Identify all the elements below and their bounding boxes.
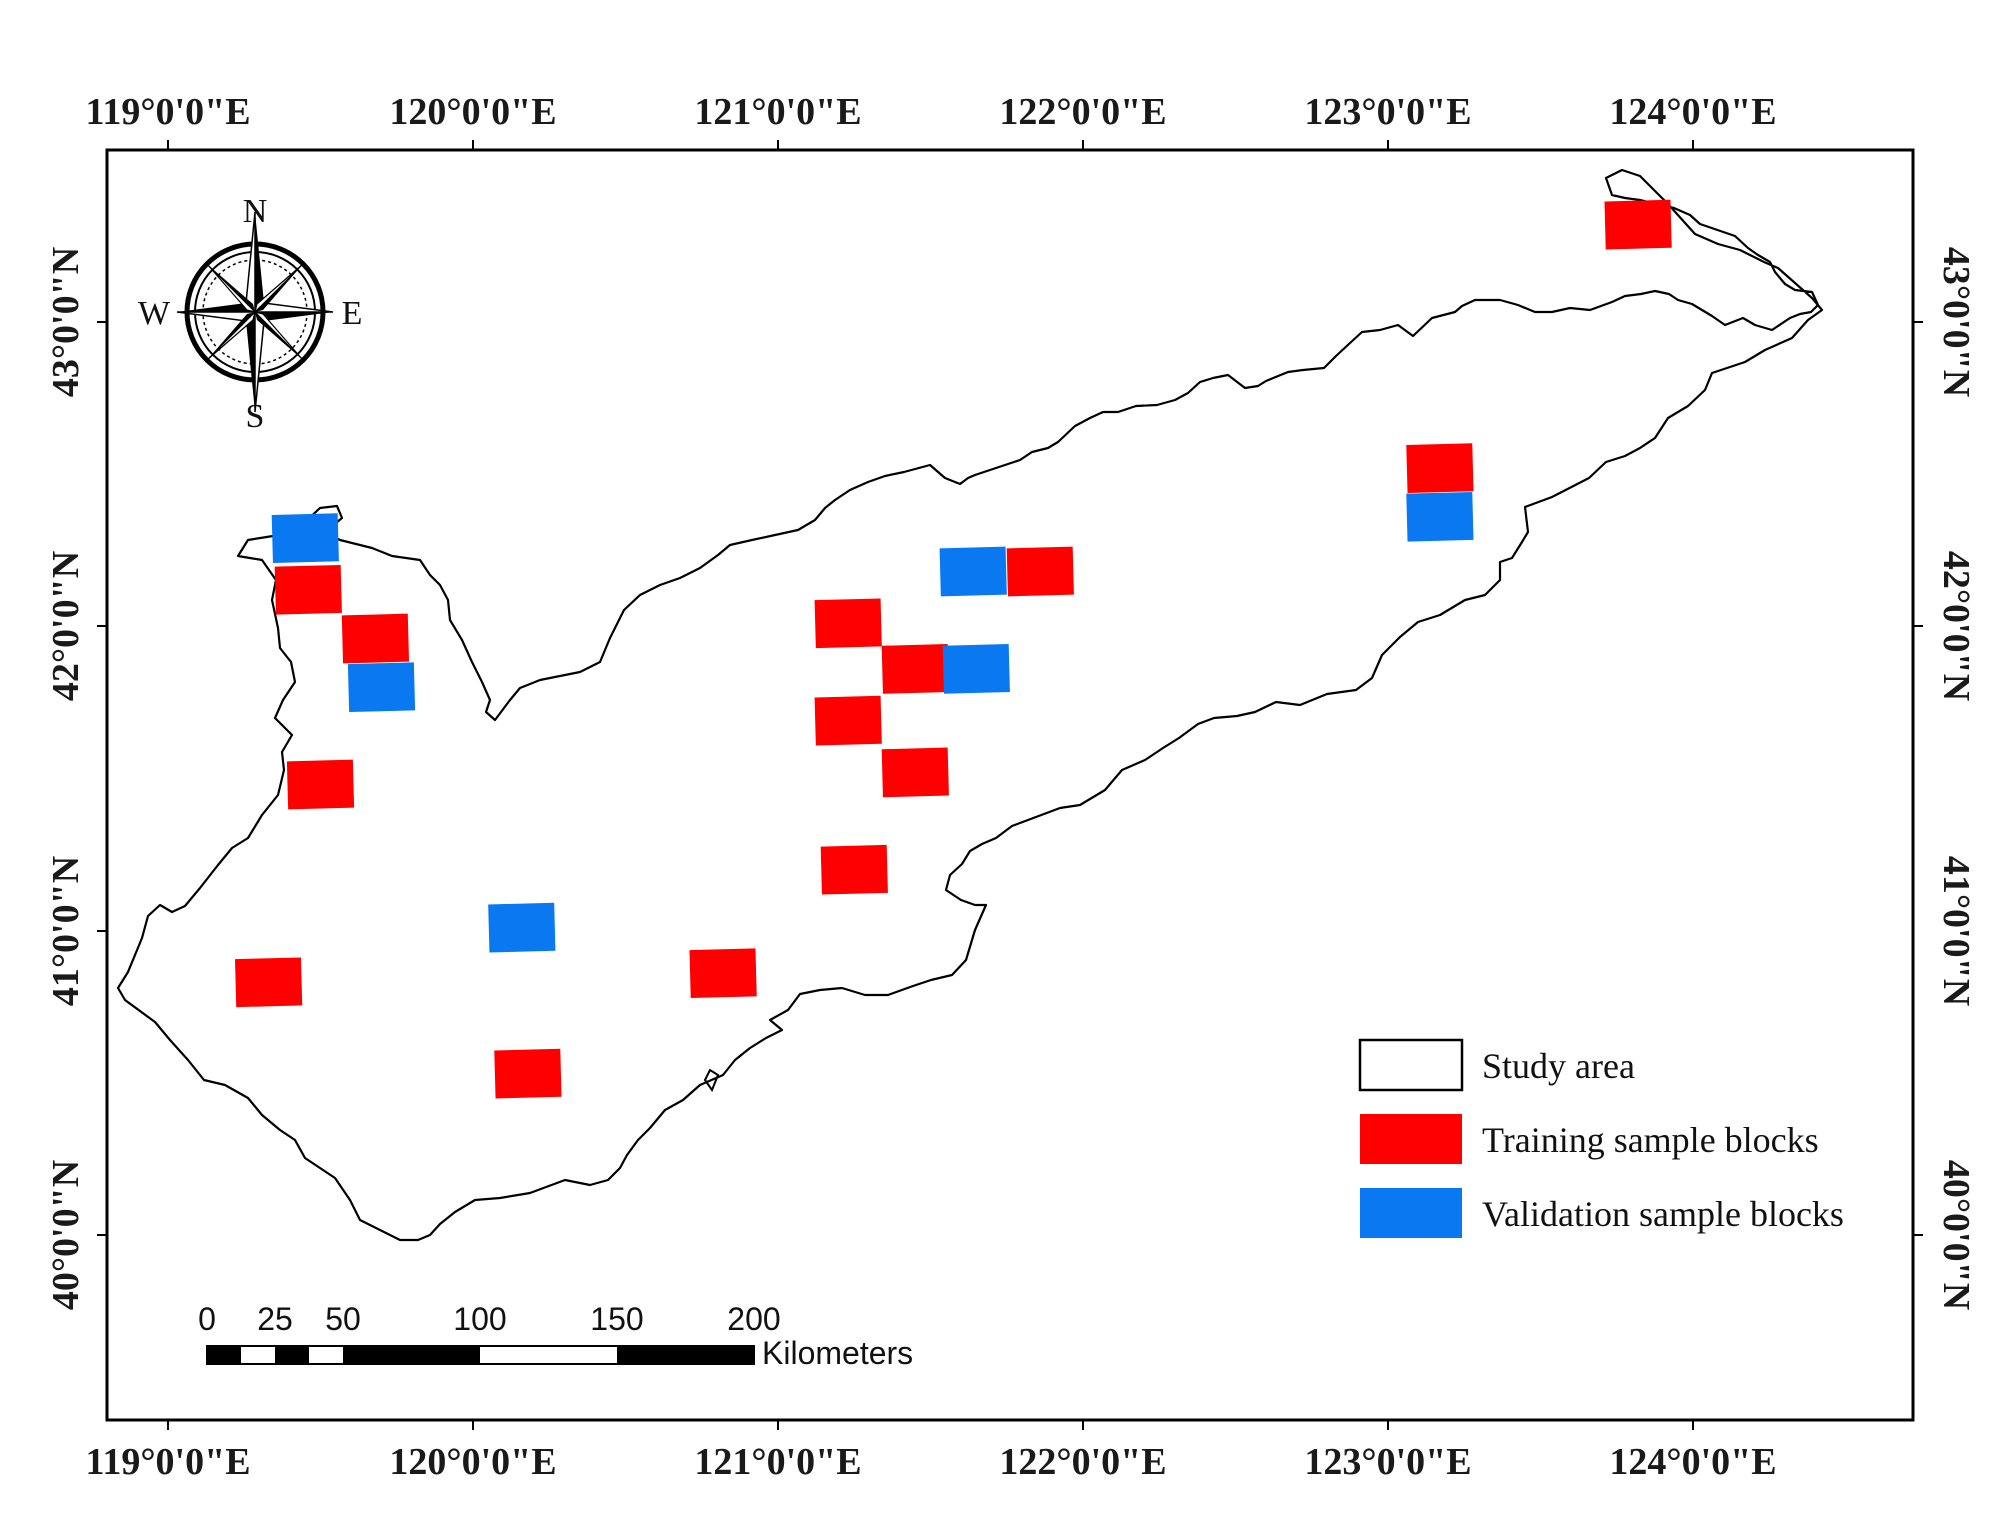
top-lon-label-122: 122°0'0"E xyxy=(999,91,1166,133)
right-lat-label-40: 40°0'0"N xyxy=(1935,1160,1977,1310)
scale-tick-50: 50 xyxy=(325,1301,361,1337)
training-sample-block-17 xyxy=(1406,443,1474,493)
validation-sample-block-15 xyxy=(939,546,1007,597)
right-lat-label-41: 41°0'0"N xyxy=(1935,856,1977,1006)
training-sample-block-13 xyxy=(881,747,949,798)
top-longitude-labels: 119°0'0"E 120°0'0"E 121°0'0"E 122°0'0"E … xyxy=(85,91,1776,133)
training-sample-block-10 xyxy=(881,644,949,694)
validation-sample-block-6 xyxy=(488,902,556,953)
legend-training-swatch xyxy=(1360,1114,1462,1164)
study-area-boundary xyxy=(116,168,1824,1242)
validation-sample-block-18 xyxy=(1406,491,1474,542)
bottom-lon-label-121: 121°0'0"E xyxy=(694,1441,861,1483)
left-lat-label-41: 41°0'0"N xyxy=(45,856,87,1006)
scale-bar: 0 25 50 100 150 200 Kilometers xyxy=(198,1301,913,1371)
training-sample-block-12 xyxy=(814,695,882,746)
left-lat-label-40: 40°0'0"N xyxy=(45,1160,87,1310)
training-sample-block-8 xyxy=(689,948,757,999)
legend-study-area-label: Study area xyxy=(1482,1046,1635,1086)
left-lat-label-42: 42°0'0"N xyxy=(45,551,87,701)
bottom-lon-label-120: 120°0'0"E xyxy=(389,1441,556,1483)
sample-blocks-layer xyxy=(234,199,1672,1099)
island-outline xyxy=(703,1068,720,1093)
top-lon-label-121: 121°0'0"E xyxy=(694,91,861,133)
training-sample-block-7 xyxy=(494,1048,562,1099)
top-lon-label-120: 120°0'0"E xyxy=(389,91,556,133)
compass-north-label: N xyxy=(243,193,268,230)
top-lon-label-119: 119°0'0"E xyxy=(85,91,250,133)
validation-sample-block-0 xyxy=(271,513,339,563)
compass-west-label: W xyxy=(138,295,171,332)
bottom-longitude-labels: 119°0'0"E 120°0'0"E 121°0'0"E 122°0'0"E … xyxy=(85,1441,1776,1483)
bottom-lon-label-124: 124°0'0"E xyxy=(1609,1441,1776,1483)
legend-study-area-swatch xyxy=(1358,1038,1464,1092)
compass-rose-icon: N S E W xyxy=(138,193,362,435)
validation-sample-block-11 xyxy=(942,644,1010,694)
legend: Study area Training sample blocks Valida… xyxy=(1358,1038,1844,1238)
right-lat-label-43: 43°0'0"N xyxy=(1935,247,1977,397)
right-latitude-labels: 43°0'0"N 42°0'0"N 41°0'0"N 40°0'0"N xyxy=(1935,247,1977,1310)
scale-tick-150: 150 xyxy=(590,1301,643,1337)
left-lat-label-43: 43°0'0"N xyxy=(45,247,87,397)
bottom-lon-label-122: 122°0'0"E xyxy=(999,1441,1166,1483)
legend-training-label: Training sample blocks xyxy=(1482,1120,1819,1160)
scale-tick-100: 100 xyxy=(453,1301,506,1337)
compass-east-label: E xyxy=(342,295,363,332)
frame-ticks xyxy=(97,140,1923,1430)
top-lon-label-123: 123°0'0"E xyxy=(1304,91,1471,133)
scale-tick-25: 25 xyxy=(257,1301,293,1337)
top-lon-label-124: 124°0'0"E xyxy=(1609,91,1776,133)
validation-sample-block-3 xyxy=(347,662,416,713)
scale-tick-0: 0 xyxy=(198,1301,216,1337)
legend-validation-swatch xyxy=(1360,1188,1462,1238)
training-sample-block-16 xyxy=(1006,546,1074,597)
bottom-lon-label-119: 119°0'0"E xyxy=(85,1441,250,1483)
training-sample-block-9 xyxy=(814,598,882,649)
compass-south-label: S xyxy=(246,398,265,435)
training-sample-block-14 xyxy=(820,844,888,895)
right-lat-label-42: 42°0'0"N xyxy=(1935,551,1977,701)
left-latitude-labels: 43°0'0"N 42°0'0"N 41°0'0"N 40°0'0"N xyxy=(45,247,87,1310)
bottom-lon-label-123: 123°0'0"E xyxy=(1304,1441,1471,1483)
training-sample-block-19 xyxy=(1604,199,1672,250)
scale-unit-label: Kilometers xyxy=(762,1335,913,1371)
training-sample-block-4 xyxy=(286,759,355,810)
training-sample-block-1 xyxy=(274,564,342,615)
scale-tick-200: 200 xyxy=(727,1301,780,1337)
legend-validation-label: Validation sample blocks xyxy=(1482,1194,1844,1234)
map-frame xyxy=(105,148,1915,1422)
training-sample-block-2 xyxy=(341,613,410,664)
training-sample-block-5 xyxy=(234,957,303,1008)
